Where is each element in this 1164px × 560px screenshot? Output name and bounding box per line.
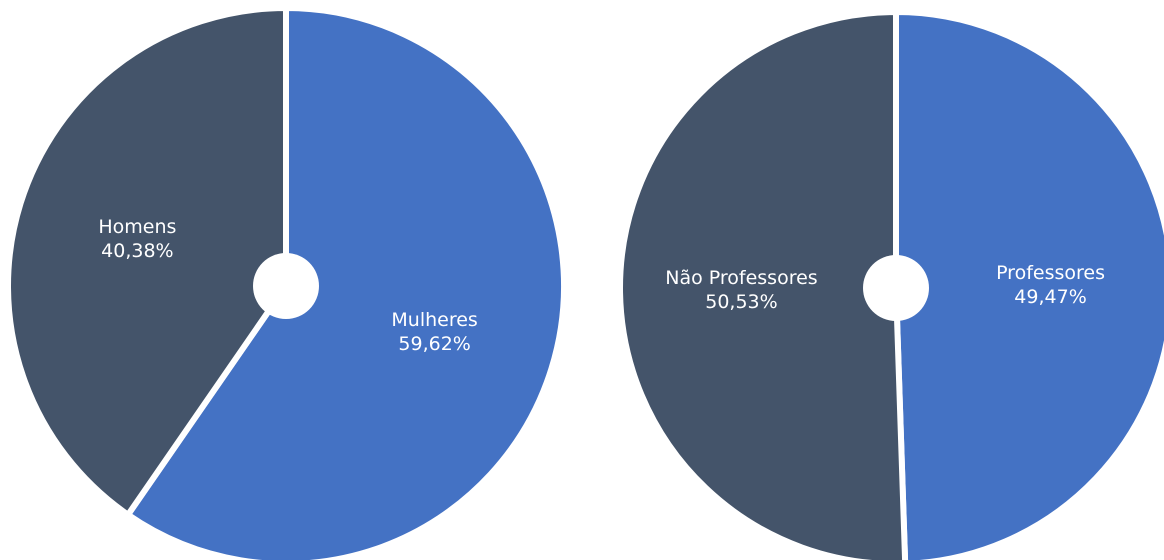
slice-category-label: Não Professores — [665, 267, 817, 289]
slice-value-label: 49,47% — [1014, 286, 1086, 308]
pie-slice — [617, 8, 909, 560]
center-hole — [253, 253, 319, 319]
slice-category-label: Professores — [996, 262, 1105, 284]
slice-value-label: 40,38% — [101, 240, 173, 262]
slice-category-label: Mulheres — [391, 309, 477, 331]
pie-slice — [5, 4, 289, 519]
slice-value-label: 59,62% — [398, 333, 470, 355]
pie-slice — [123, 4, 567, 560]
slice-category-label: Homens — [98, 216, 176, 238]
pie-slice — [893, 8, 1164, 560]
slice-value-label: 50,53% — [705, 291, 777, 313]
center-hole — [863, 255, 929, 321]
